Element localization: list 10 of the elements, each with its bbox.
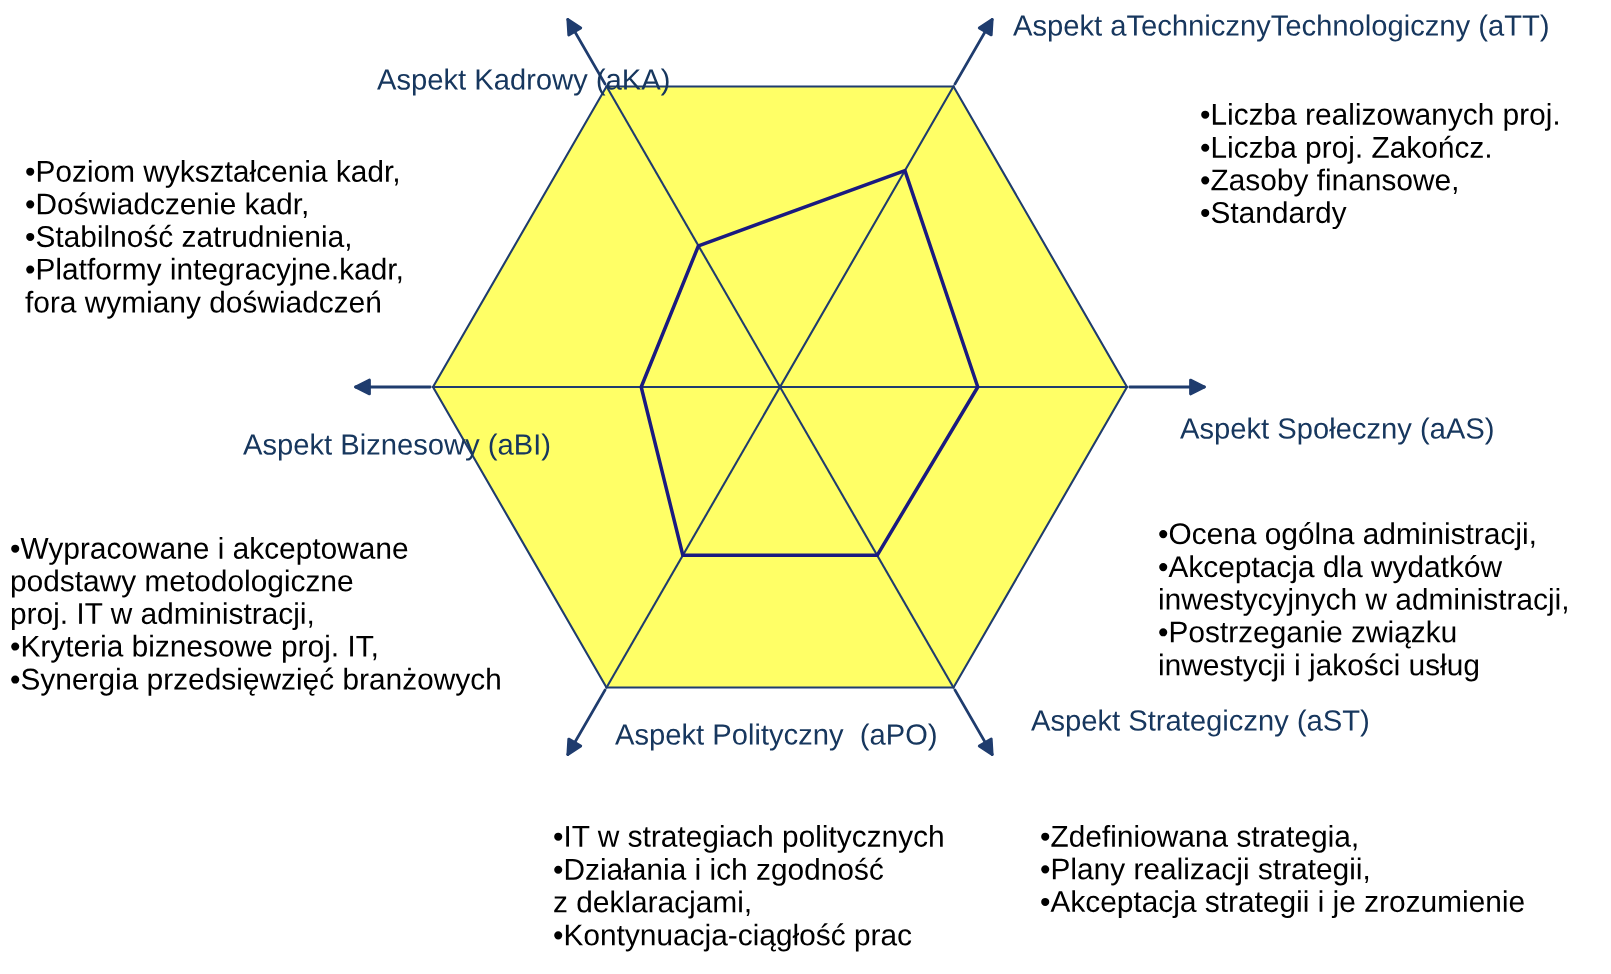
spoke-label: Aspekt aTechnicznyTechnologiczny (aTT) [1013,14,1548,42]
text: •Poziom wykształcenia kadr, •Doświadczenie kadr, •Stabilność zatrudnienia, •Platformy integracyjne.kadr, fora wymiany doświadczeń [25,160,402,319]
text: •Ocena ogólna administracji, •Akceptacja dla wydatków inwestycyjnych w administracji, •Postrzeganie związku inwestycji i jakości usług [1159,522,1567,682]
text: •IT w strategiach politycznych •Działania i ich zgodność z deklaracjami, •Kontynuacja-ciągłość prac [554,825,943,952]
text: •Wypracowane i akceptowane podstawy metodologiczne proj. IT w administracji, •Kryteria biznesowe proj. IT, •Synergia przedsięwzięć branżowych [11,537,500,696]
text: •Zdefiniowana strategia, •Plany realizacji strategii, •Akceptacja strategii i je zrozumienie [1041,825,1524,919]
spoke-label: Aspekt Społeczny (aAS) [1180,417,1493,445]
spoke-label: Aspekt Strategiczny (aST) [1031,709,1368,737]
spoke-label: Aspekt Polityczny (aPO) [615,723,936,751]
text: •Liczba realizowanych proj. •Liczba proj. Zakończ. •Zasoby finansowe, •Standardy [1201,103,1558,230]
